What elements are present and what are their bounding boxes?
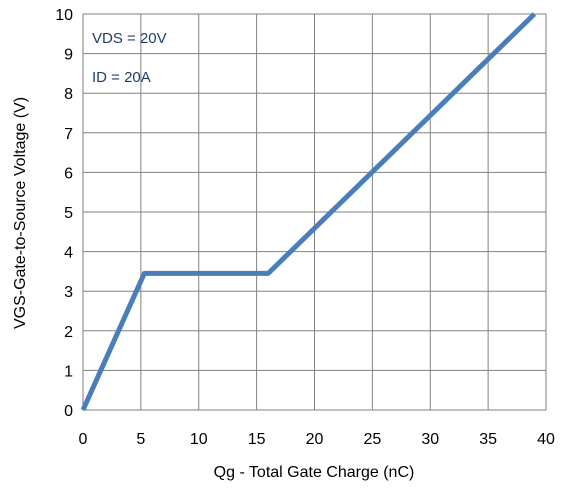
y-tick-label: 9 xyxy=(64,47,73,64)
y-tick-label: 10 xyxy=(55,7,73,24)
series-group xyxy=(80,12,537,412)
annotation-id: ID = 20A xyxy=(92,69,151,86)
x-tick-label: 0 xyxy=(79,431,88,448)
series-line xyxy=(80,12,537,412)
y-tick-label: 7 xyxy=(64,126,73,143)
x-tick-label: 20 xyxy=(306,431,324,448)
y-tick-label: 0 xyxy=(64,403,73,420)
x-axis-title: Qg - Total Gate Charge (nC) xyxy=(214,464,415,481)
y-tick-label: 6 xyxy=(64,165,73,182)
annotation-vds: VDS = 20V xyxy=(92,30,167,47)
x-tick-label: 35 xyxy=(479,431,497,448)
x-tick-label: 30 xyxy=(421,431,439,448)
y-tick-label: 2 xyxy=(64,324,73,341)
y-tick-labels: 0 1 2 3 4 5 6 7 8 9 10 xyxy=(55,7,73,420)
plot-area-frame xyxy=(82,13,547,411)
x-tick-label: 10 xyxy=(190,431,208,448)
x-tick-label: 15 xyxy=(248,431,266,448)
grid-lines xyxy=(83,14,546,410)
y-tick-label: 1 xyxy=(64,363,73,380)
x-tick-labels: 0 5 10 15 20 25 30 35 40 xyxy=(79,431,555,448)
x-tick-label: 25 xyxy=(363,431,381,448)
x-tick-label: 5 xyxy=(136,431,145,448)
x-tick-label: 40 xyxy=(537,431,555,448)
y-tick-label: 3 xyxy=(64,284,73,301)
y-tick-label: 4 xyxy=(64,245,73,262)
y-axis-title: VGS-Gate-to-Source Voltage (V) xyxy=(12,97,29,329)
y-tick-label: 8 xyxy=(64,86,73,103)
y-tick-label: 5 xyxy=(64,205,73,222)
